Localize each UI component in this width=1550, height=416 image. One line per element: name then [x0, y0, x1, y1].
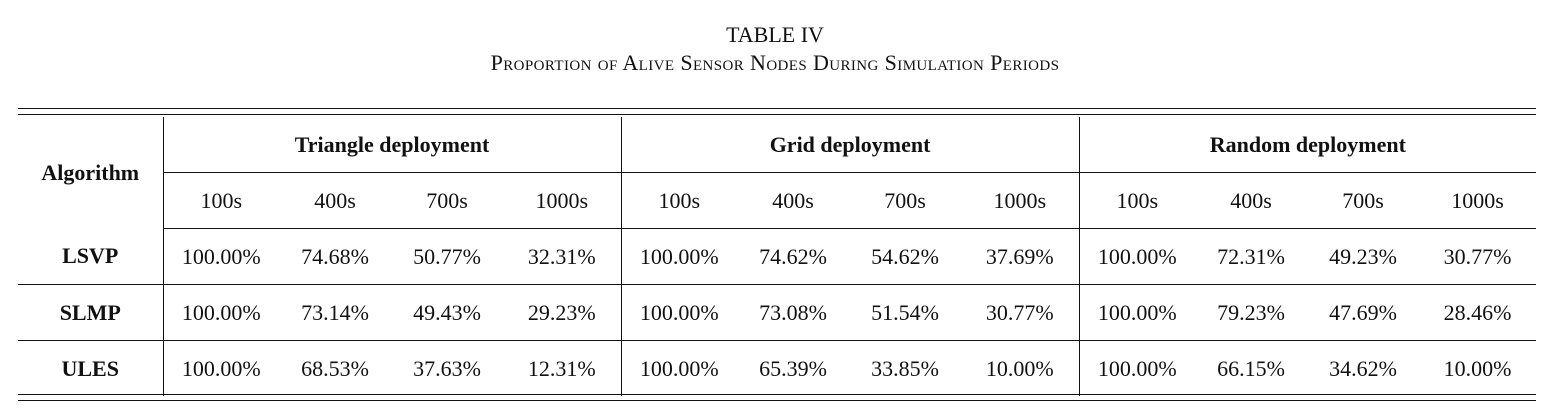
algorithm-cell: ULES: [18, 340, 164, 396]
group-header-triangle: Triangle deployment: [163, 117, 622, 173]
period-header: 400s: [279, 172, 391, 229]
value-cell: 54.62%: [849, 228, 962, 285]
value-cell: 10.00%: [1443, 355, 1512, 381]
value-cell: 100.00%: [1079, 284, 1196, 341]
value-cell: 100.00%: [639, 355, 719, 381]
algorithm-cell: LSVP: [18, 228, 164, 285]
table-row: ULES 100.00% 68.53% 37.63% 12.31% 100.00…: [18, 340, 1536, 396]
table-title: Proportion of Alive Sensor Nodes During …: [490, 50, 1060, 75]
value-cell: 79.23%: [1195, 284, 1308, 341]
algorithm-cell: SLMP: [18, 284, 164, 341]
value-cell: 37.63%: [413, 355, 481, 381]
value-cell: 30.77%: [1419, 228, 1537, 285]
value-cell: 37.69%: [961, 228, 1080, 285]
value-cell: 100.00%: [621, 228, 738, 285]
value-cell: 68.53%: [301, 355, 369, 381]
value-cell: 100.00%: [163, 228, 279, 285]
value-cell: 28.46%: [1419, 284, 1537, 341]
alive-nodes-table: Algorithm Triangle deployment Grid deplo…: [18, 117, 1537, 396]
value-cell: 73.08%: [737, 284, 850, 341]
period-header: 100s: [163, 172, 279, 229]
value-cell: 100.00%: [1097, 355, 1177, 381]
table-row: SLMP 100.00% 73.14% 49.43% 29.23% 100.00…: [18, 284, 1537, 341]
value-cell: 50.77%: [391, 228, 503, 285]
group-header-random: Random deployment: [1079, 117, 1537, 173]
algorithm-header: Algorithm: [18, 117, 164, 229]
group-header-grid: Grid deployment: [621, 117, 1080, 173]
value-cell: 100.00%: [181, 355, 261, 381]
top-rule-inner: [18, 114, 1536, 115]
value-cell: 66.15%: [1217, 355, 1285, 381]
value-cell: 33.85%: [871, 355, 939, 381]
period-header: 1000s: [961, 172, 1080, 229]
value-cell: 49.43%: [391, 284, 503, 341]
period-header: 1000s: [503, 172, 622, 229]
top-rule-outer: [18, 108, 1536, 109]
value-cell: 10.00%: [961, 340, 1080, 396]
period-header: 700s: [1307, 172, 1420, 229]
value-cell: 49.23%: [1307, 228, 1420, 285]
period-header: 100s: [1079, 172, 1196, 229]
value-cell: 72.31%: [1195, 228, 1308, 285]
value-cell: 100.00%: [163, 284, 279, 341]
value-cell: 34.62%: [1329, 355, 1397, 381]
period-header: 700s: [849, 172, 962, 229]
value-cell: 100.00%: [621, 284, 738, 341]
bottom-rule-inner: [18, 394, 1536, 395]
period-header: 1000s: [1419, 172, 1537, 229]
table-label: TABLE IV: [726, 22, 824, 47]
value-cell: 65.39%: [759, 355, 827, 381]
period-header: 700s: [391, 172, 503, 229]
value-cell: 12.31%: [503, 340, 622, 396]
value-cell: 29.23%: [503, 284, 622, 341]
period-header: 400s: [1195, 172, 1308, 229]
period-header: 100s: [621, 172, 738, 229]
bottom-rule-outer: [18, 400, 1536, 401]
value-cell: 74.68%: [279, 228, 391, 285]
value-cell: 100.00%: [1079, 228, 1196, 285]
value-cell: 47.69%: [1307, 284, 1420, 341]
value-cell: 73.14%: [279, 284, 391, 341]
table-row: LSVP 100.00% 74.68% 50.77% 32.31% 100.00…: [18, 228, 1537, 285]
value-cell: 51.54%: [849, 284, 962, 341]
value-cell: 32.31%: [503, 228, 622, 285]
value-cell: 30.77%: [961, 284, 1080, 341]
value-cell: 74.62%: [737, 228, 850, 285]
period-header: 400s: [737, 172, 850, 229]
